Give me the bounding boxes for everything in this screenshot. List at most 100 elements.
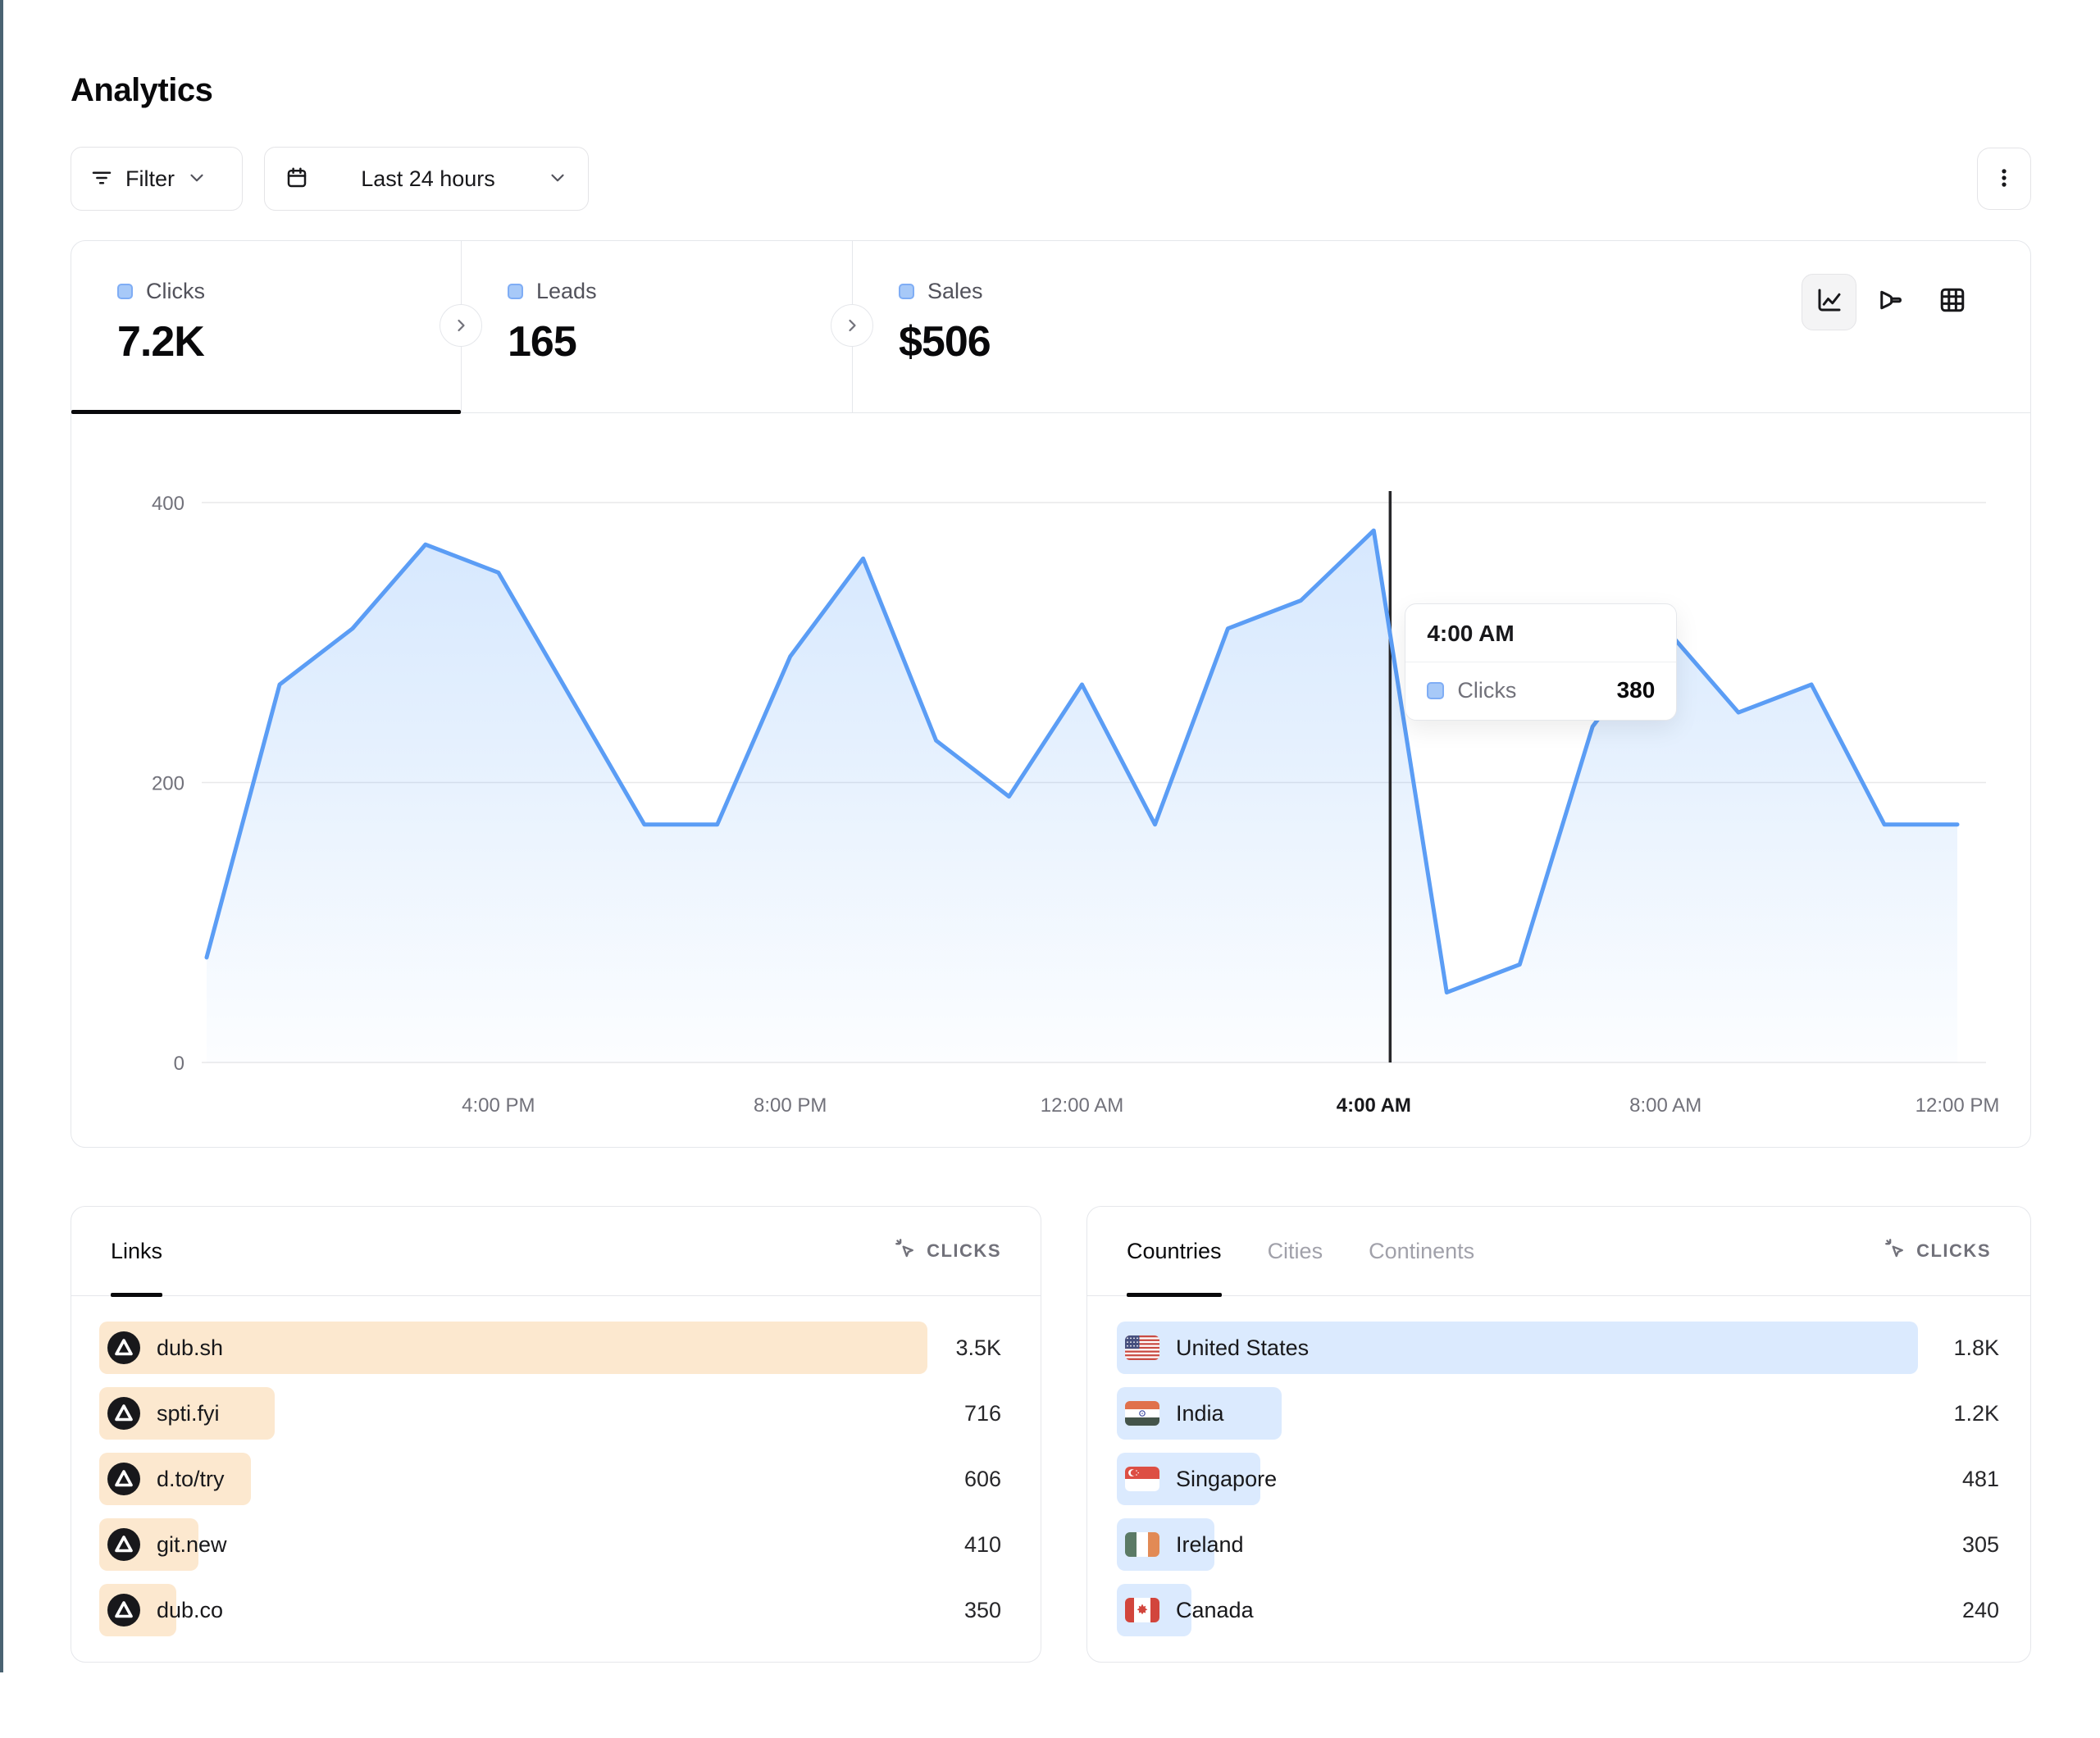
tab-clicks[interactable]: Clicks 7.2K (71, 241, 461, 414)
breakdown-panels: Links CLICKS dub.sh 3.5K spti.fyi (71, 1206, 2031, 1663)
chart-tooltip: 4:00 AM Clicks 380 (1405, 603, 1678, 721)
calendar-icon (285, 166, 309, 193)
more-options-button[interactable] (1977, 148, 2031, 210)
us-flag-icon (1125, 1335, 1159, 1360)
link-row[interactable]: d.to/try 606 (99, 1453, 1013, 1505)
clicks-area-fill (207, 530, 1957, 1062)
row-bar (1117, 1322, 1918, 1374)
cursor-click-icon (894, 1237, 917, 1265)
row-value: 716 (963, 1400, 1001, 1426)
clicks-tab-label: Clicks (146, 279, 205, 303)
tab-continents[interactable]: Continents (1369, 1238, 1475, 1263)
active-tab-underline (71, 410, 461, 414)
line-chart-icon (1815, 285, 1844, 319)
geo-panel-header: Countries Cities Continents CLICKS (1087, 1207, 2030, 1297)
ca-flag-icon (1125, 1598, 1159, 1622)
ie-flag-icon (1125, 1532, 1159, 1557)
sales-tab-value: $506 (899, 318, 991, 366)
geo-row[interactable]: United States 1.8K (1117, 1322, 2001, 1374)
tooltip-series-label: Clicks (1457, 677, 1517, 703)
row-bar (99, 1322, 928, 1374)
filter-icon (89, 166, 114, 193)
toolbar-filters: Filter Last 24 hours (71, 147, 589, 211)
row-label: Ireland (1176, 1531, 1244, 1557)
clicks-series-swatch (117, 284, 133, 299)
tab-leads[interactable]: Leads 165 (461, 241, 852, 412)
row-label: Singapore (1176, 1466, 1278, 1491)
filter-button[interactable]: Filter (71, 147, 243, 211)
row-value: 1.2K (1953, 1400, 1999, 1426)
svg-text:0: 0 (174, 1053, 184, 1075)
link-row[interactable]: dub.co 350 (99, 1584, 1013, 1636)
tooltip-time: 4:00 AM (1405, 604, 1677, 662)
tab-countries[interactable]: Countries (1127, 1207, 1222, 1297)
leads-tab-label: Leads (536, 279, 597, 303)
dub-logo-avatar (107, 1397, 140, 1430)
leads-tab-value: 165 (508, 318, 577, 366)
row-label: Canada (1176, 1597, 1254, 1622)
line-chart-view-button[interactable] (1802, 274, 1856, 330)
dub-logo-avatar (107, 1594, 140, 1627)
links-list: dub.sh 3.5K spti.fyi 716 d.to/try 606 gi… (71, 1296, 1041, 1636)
geo-row[interactable]: Canada 240 (1117, 1584, 2001, 1636)
grid-icon (1938, 285, 1967, 319)
chevron-down-icon (547, 167, 568, 191)
tab-sales[interactable]: Sales $506 (852, 241, 2030, 412)
row-value: 481 (1961, 1466, 1999, 1491)
sales-series-swatch (899, 284, 914, 299)
row-value: 350 (963, 1597, 1001, 1622)
svg-text:12:00 AM: 12:00 AM (1041, 1094, 1123, 1117)
in-flag-icon (1125, 1401, 1159, 1426)
links-metric-label: CLICKS (927, 1240, 1001, 1261)
link-row[interactable]: dub.sh 3.5K (99, 1322, 1013, 1374)
row-label: United States (1176, 1335, 1310, 1360)
row-label: dub.co (157, 1597, 224, 1622)
expand-clicks-chevron[interactable] (440, 304, 482, 347)
kebab-icon (1992, 166, 2016, 193)
tooltip-series-swatch (1427, 681, 1445, 699)
links-metric-toggle[interactable]: CLICKS (894, 1237, 1001, 1265)
cursor-click-icon (1884, 1237, 1906, 1265)
tab-cities[interactable]: Cities (1267, 1238, 1323, 1263)
chart-type-switcher (1802, 274, 1979, 330)
svg-text:4:00 PM: 4:00 PM (462, 1094, 535, 1117)
row-value: 305 (1961, 1531, 1999, 1557)
geo-metric-label: CLICKS (1916, 1240, 1991, 1261)
dub-logo-avatar (107, 1331, 140, 1364)
clicks-tab-value: 7.2K (117, 318, 205, 366)
geo-row[interactable]: India 1.2K (1117, 1387, 2001, 1440)
table-view-button[interactable] (1925, 274, 1979, 330)
geo-metric-toggle[interactable]: CLICKS (1884, 1237, 1991, 1265)
svg-text:8:00 PM: 8:00 PM (754, 1094, 827, 1117)
dub-logo-avatar (107, 1463, 140, 1495)
dub-logo-avatar (107, 1528, 140, 1561)
analytics-chart-card: Clicks 7.2K Leads 165 Sales $506 (71, 240, 2031, 1148)
funnel-chart-icon (1876, 285, 1906, 319)
funnel-chart-view-button[interactable] (1863, 274, 1918, 330)
tab-links[interactable]: Links (111, 1207, 163, 1297)
row-label: git.new (157, 1531, 227, 1557)
link-row[interactable]: git.new 410 (99, 1518, 1013, 1571)
geo-row[interactable]: Singapore 481 (1117, 1453, 2001, 1505)
analytics-page: Analytics Filter Last 24 hours (71, 0, 2031, 1663)
filter-button-label: Filter (125, 166, 175, 191)
geo-row[interactable]: Ireland 305 (1117, 1518, 2001, 1571)
row-label: India (1176, 1400, 1224, 1426)
clicks-timeseries-chart[interactable]: 0 200 400 4:00 PM 8:00 PM 12:00 AM 4:00 AM 8:00… (71, 413, 2030, 1147)
links-panel-header: Links CLICKS (71, 1207, 1041, 1297)
row-label: d.to/try (157, 1466, 225, 1491)
row-value: 1.8K (1953, 1335, 1999, 1360)
date-range-button[interactable]: Last 24 hours (264, 147, 589, 211)
toolbar: Filter Last 24 hours (71, 147, 2031, 211)
row-value: 240 (1961, 1597, 1999, 1622)
row-value: 3.5K (955, 1335, 1001, 1360)
expand-leads-chevron[interactable] (831, 304, 873, 347)
sg-flag-icon (1125, 1467, 1159, 1491)
geo-list: United States 1.8K India 1.2K Singapore … (1087, 1296, 2030, 1636)
metric-tabs-row: Clicks 7.2K Leads 165 Sales $506 (71, 241, 2030, 414)
link-row[interactable]: spti.fyi 716 (99, 1387, 1013, 1440)
date-range-label: Last 24 hours (361, 166, 495, 191)
window-edge-strip (0, 0, 3, 1672)
leads-series-swatch (508, 284, 523, 299)
svg-text:12:00 PM: 12:00 PM (1916, 1094, 2000, 1117)
